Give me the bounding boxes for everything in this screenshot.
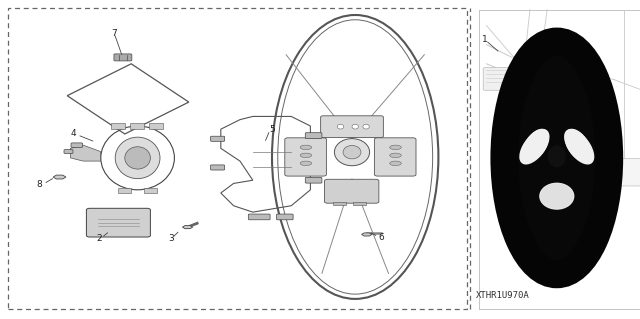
- Ellipse shape: [300, 145, 312, 150]
- FancyBboxPatch shape: [321, 116, 383, 137]
- Ellipse shape: [519, 129, 550, 165]
- FancyBboxPatch shape: [374, 138, 416, 176]
- FancyBboxPatch shape: [248, 214, 270, 220]
- Polygon shape: [362, 233, 372, 236]
- FancyBboxPatch shape: [285, 138, 326, 176]
- FancyBboxPatch shape: [211, 165, 225, 170]
- Bar: [144, 188, 157, 193]
- Ellipse shape: [300, 161, 312, 166]
- FancyBboxPatch shape: [64, 150, 73, 153]
- Bar: [149, 123, 163, 129]
- Ellipse shape: [504, 41, 609, 274]
- FancyBboxPatch shape: [71, 143, 83, 147]
- Text: 4: 4: [71, 130, 76, 138]
- Ellipse shape: [300, 153, 312, 158]
- Text: 6: 6: [378, 233, 383, 242]
- FancyBboxPatch shape: [86, 208, 150, 237]
- FancyBboxPatch shape: [324, 179, 379, 203]
- Ellipse shape: [390, 145, 401, 150]
- Ellipse shape: [522, 129, 549, 161]
- Bar: [333, 202, 346, 205]
- Ellipse shape: [334, 138, 370, 166]
- Ellipse shape: [390, 161, 401, 166]
- Bar: [111, 123, 125, 129]
- Ellipse shape: [390, 153, 401, 158]
- Polygon shape: [53, 175, 66, 179]
- Text: 1: 1: [482, 35, 487, 44]
- Ellipse shape: [343, 145, 361, 159]
- Ellipse shape: [125, 147, 150, 169]
- FancyBboxPatch shape: [612, 159, 640, 186]
- FancyBboxPatch shape: [305, 133, 322, 138]
- FancyBboxPatch shape: [276, 214, 293, 220]
- Ellipse shape: [352, 124, 358, 129]
- Bar: [130, 123, 144, 129]
- Text: 7: 7: [111, 29, 116, 38]
- Text: XTHR1U970A: XTHR1U970A: [476, 291, 529, 300]
- Bar: [8, 8, 467, 309]
- Ellipse shape: [540, 184, 573, 209]
- Polygon shape: [70, 145, 100, 161]
- FancyBboxPatch shape: [305, 177, 322, 183]
- Ellipse shape: [548, 145, 566, 167]
- FancyBboxPatch shape: [114, 54, 132, 61]
- Ellipse shape: [337, 124, 344, 129]
- Text: 2: 2: [97, 234, 102, 243]
- FancyBboxPatch shape: [483, 68, 522, 90]
- Ellipse shape: [115, 137, 160, 179]
- Ellipse shape: [564, 129, 595, 165]
- Ellipse shape: [564, 129, 591, 161]
- Bar: [353, 202, 366, 205]
- Ellipse shape: [518, 57, 596, 258]
- Bar: [118, 188, 131, 193]
- FancyBboxPatch shape: [211, 136, 225, 141]
- Text: 3: 3: [169, 234, 174, 243]
- Ellipse shape: [363, 124, 369, 129]
- Ellipse shape: [539, 182, 575, 210]
- Polygon shape: [182, 226, 193, 229]
- Text: 8: 8: [37, 180, 42, 189]
- Text: 5: 5: [269, 125, 275, 134]
